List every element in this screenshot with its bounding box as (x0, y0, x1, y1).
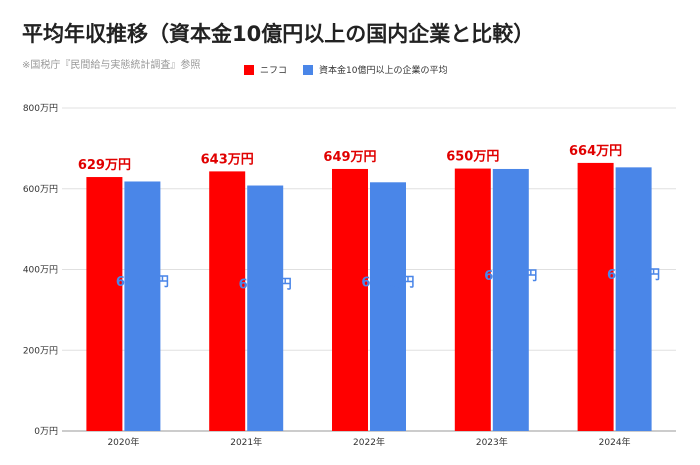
data-label-nifco: 629万円 (78, 158, 131, 173)
x-tick-label: 2024年 (599, 436, 631, 448)
x-tick-label: 2020年 (107, 436, 139, 448)
data-label-average: 653万円 (607, 268, 660, 283)
data-label-nifco: 650万円 (446, 150, 499, 165)
bar-nifco (454, 168, 491, 431)
legend-label-nifco: ニフコ (260, 66, 288, 76)
data-label-nifco: 649万円 (323, 150, 376, 165)
data-label-nifco: 664万円 (569, 144, 622, 159)
legend-swatch-nifco (244, 64, 254, 75)
x-tick-label: 2023年 (476, 436, 508, 448)
source-note: ※国税庁『民間給与実態統計調査』参照 (22, 60, 201, 71)
data-label-average: 616万円 (361, 276, 414, 291)
bar-average (247, 185, 284, 431)
bar-nifco (209, 171, 246, 432)
data-label-nifco: 643万円 (201, 152, 254, 167)
bar-average (615, 167, 652, 431)
legend-item-average: 資本金10億円以上の企業の平均 (303, 63, 447, 76)
x-tick-label: 2021年 (230, 436, 262, 448)
y-tick-label: 600万円 (23, 184, 58, 195)
y-tick-label: 200万円 (23, 345, 58, 356)
y-tick-label: 0万円 (34, 426, 58, 437)
bar-average (124, 181, 161, 431)
legend: ニフコ 資本金10億円以上の企業の平均 (244, 63, 447, 76)
bar-nifco (332, 168, 368, 431)
y-tick-label: 400万円 (23, 265, 58, 276)
data-label-average: 649万円 (484, 269, 537, 284)
y-tick-label: 800万円 (23, 103, 58, 114)
x-tick-label: 2022年 (353, 436, 385, 448)
data-label-average: 608万円 (239, 277, 292, 292)
bar-average (492, 168, 529, 431)
bar-nifco (577, 162, 614, 431)
legend-item-nifco: ニフコ (244, 63, 287, 76)
data-label-average: 618万円 (116, 275, 169, 290)
bar-nifco (86, 177, 123, 431)
bar-average (370, 182, 406, 431)
chart-title: 平均年収推移（資本金10億円以上の国内企業と比較） (22, 22, 535, 46)
legend-swatch-average (303, 64, 314, 75)
legend-label-average: 資本金10億円以上の企業の平均 (319, 66, 448, 76)
